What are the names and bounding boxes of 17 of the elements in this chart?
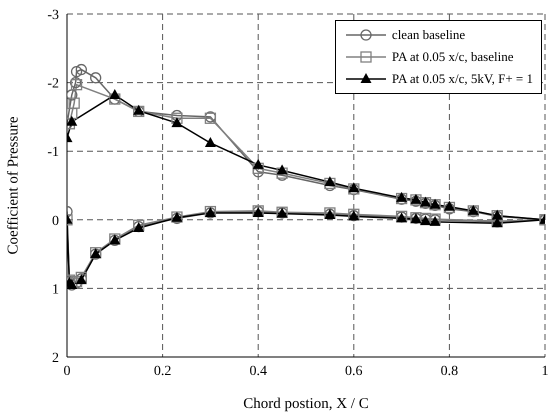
legend-label: PA at 0.05 x/c, baseline — [392, 48, 514, 66]
y-axis-title: Coefficient of Pressure — [5, 116, 22, 255]
y-tick-label: 0 — [52, 214, 59, 229]
x-tick-label: 0 — [64, 364, 70, 379]
x-tick-label: 0.6 — [345, 364, 363, 379]
x-tick-label: 0.8 — [440, 364, 458, 379]
x-tick-label: 0.2 — [154, 364, 172, 379]
y-tick-label: -1 — [47, 145, 59, 160]
legend-label: clean baseline — [392, 26, 466, 44]
legend-label: PA at 0.05 x/c, 5kV, F+ = 1 — [392, 70, 533, 88]
x-axis-title: Chord postion, X / C — [243, 396, 369, 412]
x-tick-label: 1 — [542, 364, 548, 379]
y-tick-label: -2 — [47, 76, 59, 92]
y-tick-label: 2 — [52, 350, 59, 366]
y-tick-label: 1 — [52, 282, 59, 298]
x-tick-label: 0.4 — [249, 364, 267, 379]
y-tick-label: -3 — [47, 8, 59, 23]
